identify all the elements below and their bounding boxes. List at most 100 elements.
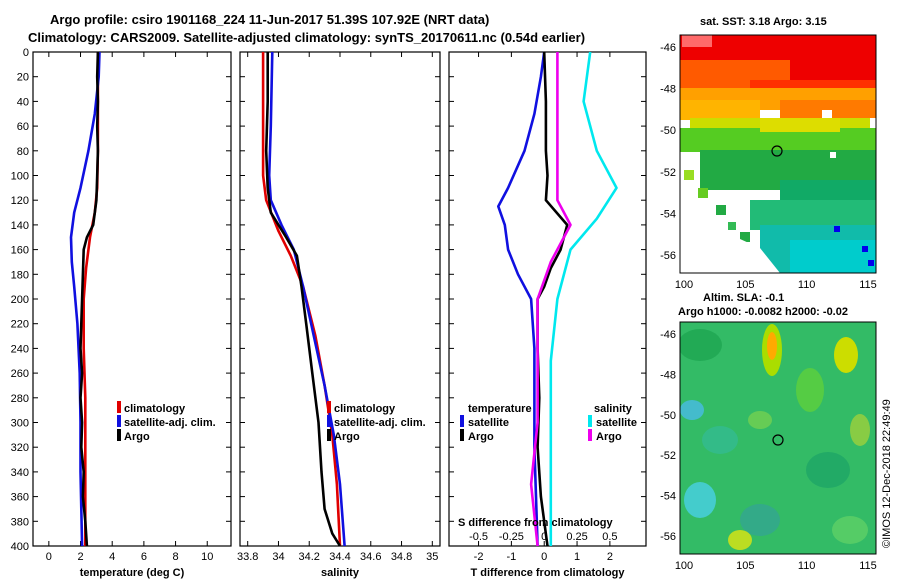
lat-tick-label: -54	[660, 491, 676, 503]
series-line-s-satellite	[549, 51, 618, 546]
temperature-legend: climatology satellite-adj. clim. Argo	[117, 401, 216, 443]
s-tick-label: 0	[541, 531, 547, 543]
plot-frame	[448, 51, 647, 547]
header-line-1: Argo profile: csiro 1901168_224 11-Jun-2…	[50, 12, 489, 27]
lat-tick-label: -46	[660, 42, 676, 54]
series-line-climatology	[261, 52, 342, 547]
x-tick-label: 34	[272, 551, 284, 563]
y-tick-label: 280	[11, 393, 29, 405]
y-tick-label: 200	[11, 294, 29, 306]
sla-map-ticks: -46 -48 -50 -52 -54 -56 100 105 110 115	[660, 329, 877, 572]
lat-tick-label: -56	[660, 531, 676, 543]
sst-map: -46 -48 -50 -52 -54 -56 100 105 110 115	[660, 34, 877, 291]
lon-tick-label: 105	[736, 279, 754, 291]
legend-swatch-climatology	[327, 401, 331, 413]
x-tick-label: 34.2	[299, 551, 320, 563]
x-tick-label: 34.4	[329, 551, 350, 563]
y-tick-label: 260	[11, 368, 29, 380]
x-tick-label: 2	[77, 551, 83, 563]
sla-map-title-2: Argo h1000: -0.0082 h2000: -0.02	[678, 306, 848, 318]
x-tick-label: 0	[541, 551, 547, 563]
x-tick-label: 33.8	[237, 551, 258, 563]
series-line-argo	[264, 52, 342, 547]
legend-title-salinity: salinity	[594, 403, 633, 415]
legend-label-climatology: climatology	[124, 403, 186, 415]
y-tick-label: 100	[11, 171, 29, 183]
series-line-argo	[79, 51, 100, 547]
x-tick-label: 8	[172, 551, 178, 563]
s-difference-ticks: -0.5 -0.25 0 0.25 0.5	[469, 531, 617, 543]
legend-swatch-s-satellite	[588, 415, 592, 427]
s-difference-label: S difference from climatology	[458, 517, 614, 529]
lat-tick-label: -50	[660, 410, 676, 422]
sst-map-field	[680, 35, 876, 273]
y-tick-label: 140	[11, 220, 29, 232]
legend-label-s-argo: Argo	[596, 431, 622, 443]
s-tick-label: -0.25	[499, 531, 524, 543]
y-tick-label: 40	[17, 96, 29, 108]
y-tick-label: 80	[17, 146, 29, 158]
plot-frame	[32, 51, 232, 547]
sla-map-field	[680, 324, 870, 550]
legend-swatch-satellite	[327, 415, 331, 427]
x-tick-label: 1	[574, 551, 580, 563]
y-tick-label: 120	[11, 195, 29, 207]
legend-swatch-s-argo	[588, 429, 592, 441]
series-line-t-argo	[536, 51, 569, 547]
y-tick-label: 400	[11, 541, 29, 553]
legend-label-argo: Argo	[334, 431, 360, 443]
y-tick-label: 300	[11, 418, 29, 430]
legend-swatch-argo	[327, 429, 331, 441]
salinity-legend: climatology satellite-adj. clim. Argo	[327, 401, 426, 443]
legend-label-satellite: satellite-adj. clim.	[124, 417, 216, 429]
legend-label-argo: Argo	[124, 431, 150, 443]
x-tick-label: -1	[506, 551, 516, 563]
legend-label-t-argo: Argo	[468, 431, 494, 443]
watermark: ©IMOS 12-Dec-2018 22:49:49	[881, 399, 893, 548]
lat-tick-label: -52	[660, 167, 676, 179]
x-tick-label: 10	[201, 551, 213, 563]
s-tick-label: -0.5	[469, 531, 488, 543]
x-axis-label: temperature (deg C)	[80, 567, 185, 579]
header-line-2: Climatology: CARS2009. Satellite-adjuste…	[28, 30, 585, 45]
lon-tick-label: 105	[736, 560, 754, 572]
lon-tick-label: 100	[675, 279, 693, 291]
x-tick-label: 2	[607, 551, 613, 563]
sla-map-frame	[679, 321, 877, 555]
temperature-panel: 0204060801001201401601802002202402602803…	[11, 47, 232, 579]
legend-label-satellite: satellite-adj. clim.	[334, 417, 426, 429]
y-tick-label: 20	[17, 72, 29, 84]
legend-swatch-argo	[117, 429, 121, 441]
lon-tick-label: 115	[859, 279, 877, 291]
x-tick-label: 34.8	[391, 551, 412, 563]
series-line-satellite-adj-clim-	[69, 51, 101, 547]
lon-tick-label: 110	[798, 279, 816, 291]
difference-legend: temperature satellite Argo salinity sate…	[460, 403, 637, 443]
sla-map: -46 -48 -50 -52 -54 -56 100 105 110 115	[660, 321, 877, 572]
legend-label-t-satellite: satellite	[468, 417, 509, 429]
sst-map-title: sat. SST: 3.18 Argo: 3.15	[700, 16, 827, 28]
y-tick-label: 160	[11, 245, 29, 257]
lon-tick-label: 110	[798, 560, 816, 572]
y-tick-label: 320	[11, 442, 29, 454]
legend-swatch-t-argo	[460, 429, 464, 441]
sst-map-ticks: -46 -48 -50 -52 -54 -56 100 105 110 115	[660, 42, 877, 291]
lat-tick-label: -48	[660, 84, 676, 96]
x-tick-label: 34.6	[360, 551, 381, 563]
x-tick-label: 0	[46, 551, 52, 563]
sst-map-frame	[679, 34, 877, 274]
s-tick-label: 0.25	[566, 531, 587, 543]
y-tick-label: 180	[11, 269, 29, 281]
lat-tick-label: -48	[660, 369, 676, 381]
sla-map-title-1: Altim. SLA: -0.1	[703, 292, 784, 304]
lat-tick-label: -52	[660, 450, 676, 462]
legend-label-climatology: climatology	[334, 403, 396, 415]
x-tick-label: 35	[426, 551, 438, 563]
y-tick-label: 340	[11, 467, 29, 479]
lon-tick-label: 115	[859, 560, 877, 572]
lat-tick-label: -46	[660, 329, 676, 341]
x-axis-label: T difference from climatology	[470, 567, 625, 579]
legend-swatch-climatology	[117, 401, 121, 413]
sst-argo-location-marker	[771, 145, 783, 157]
